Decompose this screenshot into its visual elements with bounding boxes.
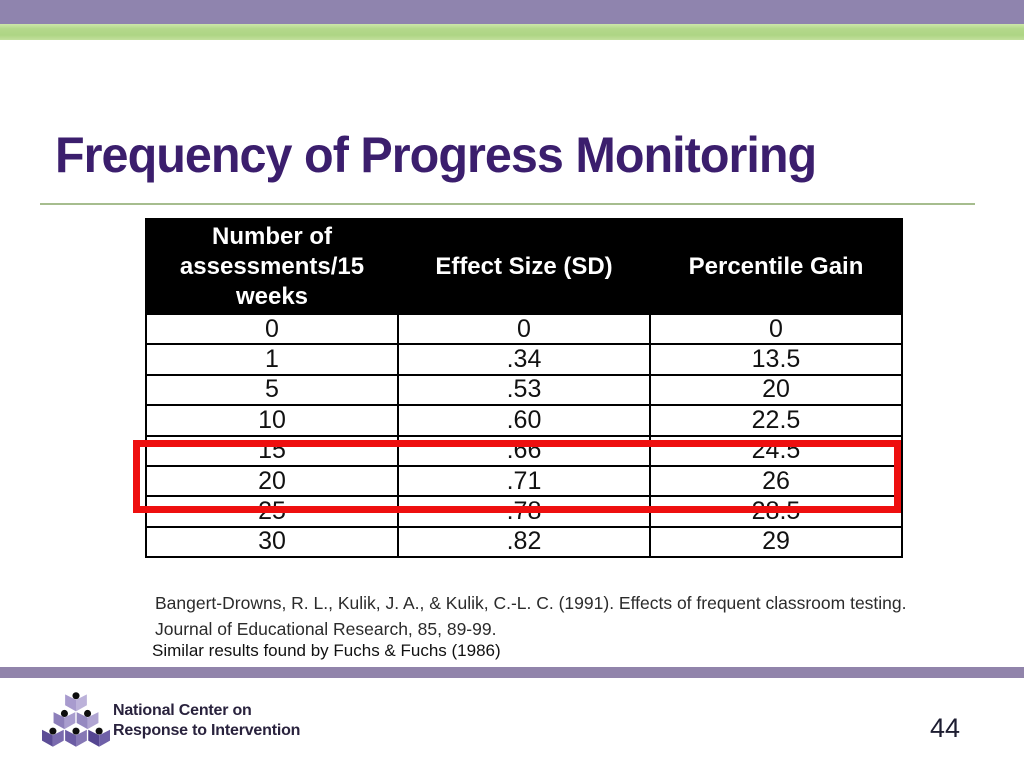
- table-row: 20.71 26: [145, 464, 903, 498]
- table-cell: 15: [145, 434, 399, 467]
- table-cell: 26: [649, 464, 903, 498]
- similar-results-note: Similar results found by Fuchs & Fuchs (…: [152, 641, 501, 660]
- table-cell: 0: [397, 312, 651, 346]
- table-cell: .60: [397, 404, 651, 437]
- org-name-line-2: Response to Intervention: [113, 722, 301, 739]
- top-green-banner: [0, 24, 1024, 40]
- table-cell: .71: [397, 464, 651, 498]
- citation-line-1: Bangert-Drowns, R. L., Kulik, J. A., & K…: [155, 593, 907, 613]
- table-row: 1.34 13.5: [145, 343, 903, 376]
- table-cell: 0: [145, 312, 399, 346]
- table-header-row: Number of assessments/15 weeks Effect Si…: [145, 218, 903, 315]
- logo-book-top: [65, 692, 87, 712]
- table-cell: 20: [649, 373, 903, 407]
- table-cell: 22.5: [649, 404, 903, 437]
- results-table-container: Number of assessments/15 weeks Effect Si…: [145, 218, 903, 559]
- org-name: National Center on Response to Intervent…: [113, 701, 300, 741]
- column-header-assessments: Number of assessments/15 weeks: [145, 218, 399, 315]
- logo-book-bottom-right: [88, 727, 110, 747]
- table-cell: .53: [397, 373, 651, 407]
- table-cell: 10: [145, 404, 399, 437]
- results-table: Number of assessments/15 weeks Effect Si…: [145, 218, 903, 559]
- column-header-percentile-gain: Percentile Gain: [649, 218, 903, 315]
- table-cell: .66: [397, 434, 651, 467]
- table-row: 10.60 22.5: [145, 404, 903, 437]
- page-title: Frequency of Progress Monitoring: [55, 127, 817, 183]
- logo-book-bottom-mid: [65, 727, 87, 747]
- table-cell: .34: [397, 343, 651, 376]
- table-cell: 1: [145, 343, 399, 376]
- table-cell: .82: [397, 525, 651, 559]
- red-highlight-box: [133, 440, 901, 513]
- ncrti-logo-icon: [42, 692, 110, 747]
- logo-book-bottom-left: [42, 727, 64, 747]
- table-cell: 29: [649, 525, 903, 559]
- logo-book-mid-right: [76, 709, 99, 730]
- table-cell: 20: [145, 464, 399, 498]
- table-cell: 30: [145, 525, 399, 559]
- footer-purple-bar: [0, 667, 1024, 678]
- table-row: 30.82 29: [145, 525, 903, 559]
- citation-text: Bangert-Drowns, R. L., Kulik, J. A., & K…: [155, 590, 945, 642]
- top-purple-banner: [0, 0, 1024, 24]
- table-row: 5.53 20: [145, 373, 903, 407]
- logo-book-mid-left: [53, 709, 76, 730]
- column-header-effect-size: Effect Size (SD): [397, 218, 651, 315]
- title-divider: [40, 203, 975, 205]
- page-number: 44: [930, 713, 961, 743]
- org-name-line-1: National Center on: [113, 702, 252, 719]
- table-cell: 5: [145, 373, 399, 407]
- citation-line-2: Journal of Educational Research, 85, 89-…: [155, 619, 497, 639]
- table-cell: 13.5: [649, 343, 903, 376]
- table-cell: 0: [649, 312, 903, 346]
